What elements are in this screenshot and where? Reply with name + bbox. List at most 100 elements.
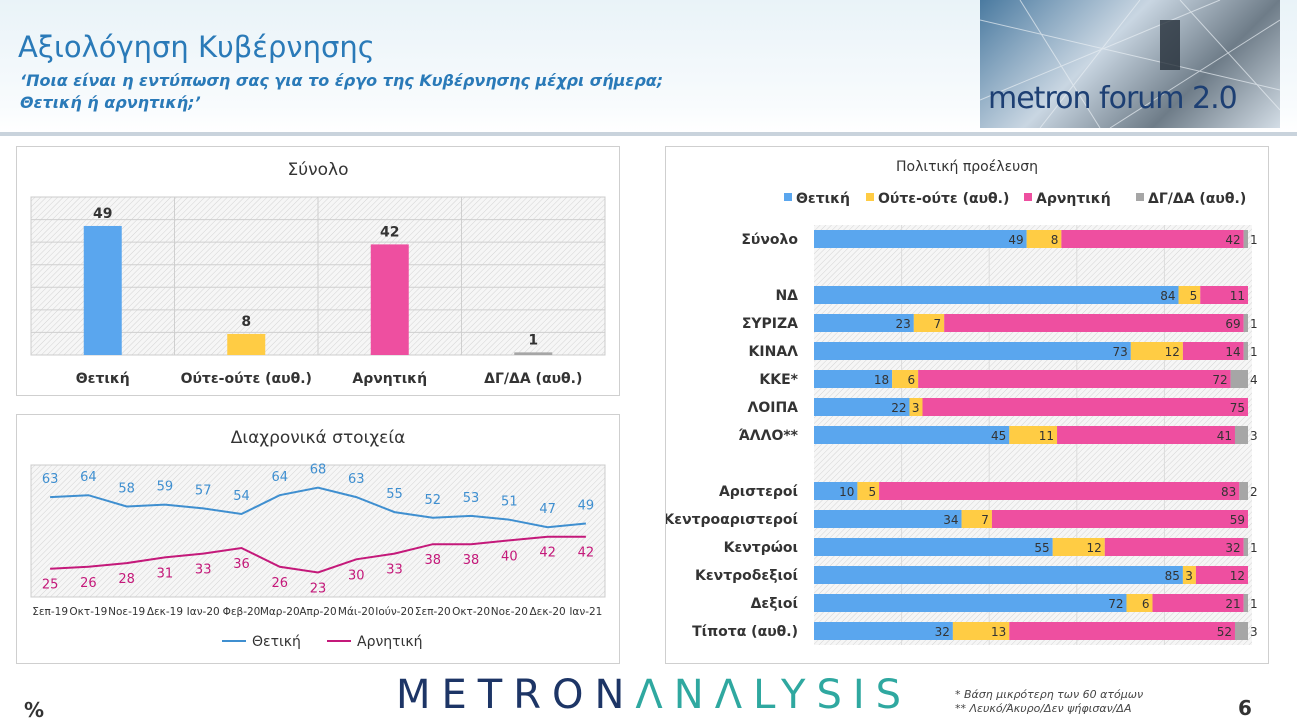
legend-swatch	[1024, 193, 1032, 201]
x-tick-label: Ιαν-21	[569, 606, 602, 618]
brand-part-2: ΛNΛLYSIS	[635, 672, 913, 718]
bar-segment	[814, 622, 953, 640]
x-tick-label: Οκτ-19	[69, 606, 107, 618]
row-label: ΆΛΛΟ**	[739, 428, 799, 444]
data-label: 31	[157, 566, 174, 581]
data-label: 12	[1165, 345, 1180, 359]
data-label: 84	[1160, 289, 1175, 303]
x-tick-label: Νοε-20	[491, 606, 528, 618]
bar-segment	[1130, 342, 1183, 360]
bar-segment	[814, 230, 1027, 248]
bar-segment	[1200, 286, 1248, 304]
data-label: 55	[1034, 541, 1049, 555]
footnote-2: ** Λευκό/Άκυρο/Δεν ψήφισαν/ΔΑ	[955, 702, 1132, 715]
data-label: 75	[1230, 401, 1245, 415]
row-label: ΝΔ	[775, 288, 798, 304]
bar-segment	[879, 482, 1240, 500]
x-tick-label: Ιαν-20	[187, 606, 220, 618]
header-band: Αξιολόγηση Κυβέρνησης ‘Ποια είναι η εντύ…	[0, 0, 1297, 136]
data-label: 51	[501, 495, 518, 510]
chart-title: Διαχρονικά στοιχεία	[231, 428, 406, 448]
page-number: 6	[1238, 696, 1252, 720]
bar-segment	[944, 314, 1244, 332]
legend-label: Αρνητική	[1036, 191, 1111, 207]
row-label: Δεξιοί	[751, 596, 798, 612]
bar-segment	[814, 370, 893, 388]
data-label: 69	[1225, 317, 1240, 331]
data-label: 58	[118, 481, 135, 496]
data-label: 8	[1051, 233, 1059, 247]
data-label: 83	[1221, 485, 1236, 499]
x-tick-label: Απρ-20	[299, 606, 336, 618]
data-label: 42	[1225, 233, 1240, 247]
total-bar-chart: Σύνολο 49 Θετική 8 Ούτε-ούτε (αυθ.) 42 Αρνητικ…	[30, 160, 606, 387]
bar-segment	[1243, 594, 1248, 612]
data-label: 25	[42, 578, 59, 593]
bar-segment	[918, 370, 1231, 388]
data-label: 42	[380, 224, 399, 240]
data-label: 26	[271, 576, 288, 591]
bar-segment	[814, 398, 910, 416]
data-label: 72	[1212, 373, 1227, 387]
x-tick-label: Δεκ-20	[529, 606, 565, 618]
data-label: 38	[463, 553, 480, 568]
data-label: 49	[578, 498, 595, 513]
bar-segment	[1178, 286, 1201, 304]
data-label: 55	[386, 487, 403, 502]
bar-segment	[1243, 342, 1248, 360]
legend-label: Ούτε-ούτε (αυθ.)	[878, 191, 1009, 207]
bar-segment	[1052, 538, 1105, 556]
data-label: 49	[1008, 233, 1023, 247]
x-tick-label: Μάι-20	[338, 606, 375, 618]
row-label: Αριστεροί	[719, 484, 798, 500]
bar-segment	[1061, 230, 1244, 248]
data-label: 11	[1039, 429, 1054, 443]
row-label: ΛΟΙΠΑ	[748, 400, 799, 416]
data-label: 63	[42, 472, 59, 487]
data-label: 47	[539, 502, 556, 517]
data-label: 59	[157, 480, 174, 495]
bar-segment	[1243, 314, 1248, 332]
x-tick-label: Δεκ-19	[147, 606, 183, 618]
data-label: 32	[1225, 541, 1240, 555]
data-label: 63	[348, 472, 365, 487]
data-label: 1	[528, 332, 538, 348]
bar-segment	[1243, 230, 1248, 248]
category-label: Αρνητική	[352, 371, 427, 387]
data-label: 42	[539, 546, 556, 561]
x-tick-label: Οκτ-20	[452, 606, 490, 618]
data-label: 5	[1190, 289, 1198, 303]
data-label: 14	[1225, 345, 1240, 359]
legend-swatch	[866, 193, 874, 201]
page-subtitle: ‘Ποια είναι η εντύπωση σας για το έργο τ…	[20, 70, 780, 114]
data-label: 1	[1250, 317, 1258, 331]
x-tick-label: Μαρ-20	[260, 606, 300, 618]
legend-swatch	[1136, 193, 1144, 201]
bar-segment	[814, 286, 1179, 304]
bar-segment	[1243, 538, 1248, 556]
row-label: ΚΙΝΑΛ	[749, 344, 799, 360]
data-label: 4	[1250, 373, 1258, 387]
legend-label: Θετική	[252, 634, 301, 650]
footnote-1: * Βάση μικρότερη των 60 ατόμων	[955, 688, 1144, 701]
data-label: 1	[1250, 345, 1258, 359]
legend-swatch	[784, 193, 792, 201]
bar-segment	[1182, 342, 1244, 360]
plot-area	[30, 464, 606, 598]
data-label: 1	[1250, 233, 1258, 247]
data-label: 3	[1185, 569, 1193, 583]
chart-title: Πολιτική προέλευση	[896, 159, 1038, 175]
data-label: 33	[386, 563, 403, 578]
data-label: 6	[1142, 597, 1150, 611]
bar-segment	[913, 314, 945, 332]
row-label: ΚΚΕ*	[759, 372, 798, 388]
data-label: 42	[578, 546, 595, 561]
bar-segment	[814, 594, 1127, 612]
legend-label: Θετική	[796, 191, 850, 207]
subtitle-line-2: Θετική ή αρνητική;’	[20, 93, 201, 112]
trend-line-chart: Διαχρονικά στοιχεία 63 64 58 59 57 54 64 68 63 55 5…	[30, 428, 606, 650]
data-label: 72	[1108, 597, 1123, 611]
data-label: 52	[1217, 625, 1232, 639]
data-label: 1	[1250, 597, 1258, 611]
footnotes: * Βάση μικρότερη των 60 ατόμων ** Λευκό/…	[955, 688, 1143, 716]
